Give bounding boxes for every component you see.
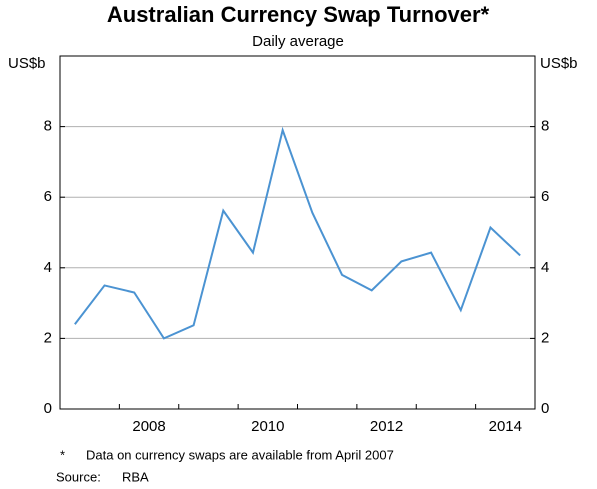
y2-tick-label: 4	[541, 259, 549, 276]
y-tick-label: 6	[44, 188, 52, 205]
data-line	[74, 126, 521, 340]
x-tick-label: 2008	[132, 418, 165, 435]
y-tick-label: 4	[44, 259, 52, 276]
y2-tick-label: 8	[541, 118, 549, 135]
y-tick-label: 2	[44, 329, 52, 346]
plot-frame	[59, 55, 536, 410]
note-text: Data on currency swaps are available fro…	[86, 447, 394, 462]
chart-title: Australian Currency Swap Turnover*	[107, 2, 490, 27]
note-marker: *	[60, 447, 65, 462]
chart-subtitle: Daily average	[252, 33, 344, 50]
y-tick-label: 8	[44, 118, 52, 135]
source-text: RBA	[122, 469, 149, 484]
y2-axis-label: US$b	[540, 55, 578, 72]
x-tick-label: 2012	[370, 418, 403, 435]
y2-tick-label: 2	[541, 329, 549, 346]
x-tick-label: 2014	[489, 418, 522, 435]
x-tick-label: 2010	[251, 418, 284, 435]
y-tick-label: 0	[44, 400, 52, 417]
source-label: Source:	[56, 469, 101, 484]
y2-tick-label: 6	[541, 188, 549, 205]
y2-tick-label: 0	[541, 400, 549, 417]
y-axis-label: US$b	[8, 55, 46, 72]
